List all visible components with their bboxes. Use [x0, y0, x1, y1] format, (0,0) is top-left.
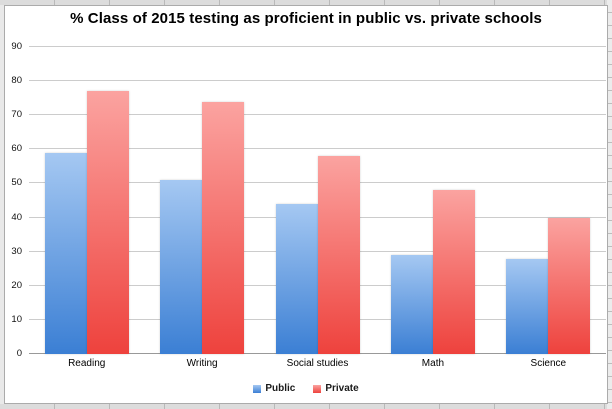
bar-public-writing[interactable] [160, 180, 203, 354]
y-tick-label: 80 [11, 75, 22, 87]
gridline [29, 148, 606, 150]
legend-swatch-private [313, 384, 322, 393]
gridline [29, 114, 606, 116]
bar-group-writing [144, 47, 259, 354]
bar-public-social-studies[interactable] [275, 203, 318, 354]
chart-area[interactable]: % Class of 2015 testing as proficient in… [4, 5, 608, 404]
bar-group-reading [29, 47, 144, 354]
bar-public-math[interactable] [390, 255, 433, 354]
legend-item-private[interactable]: Private [313, 383, 359, 394]
category-label: Reading [68, 358, 106, 369]
bar-group-science [491, 47, 606, 354]
spreadsheet-cells-bottom [0, 404, 612, 409]
legend-label: Public [265, 383, 296, 394]
bar-private-social-studies[interactable] [317, 156, 360, 354]
y-tick-label: 40 [11, 211, 22, 223]
spreadsheet-cells-top [0, 0, 612, 5]
bars-layer [29, 47, 606, 354]
legend-label: Private [325, 383, 359, 394]
bar-private-science[interactable] [548, 217, 591, 354]
gridline [29, 80, 606, 82]
y-tick-label: 10 [11, 313, 22, 325]
legend-swatch-public [253, 384, 262, 393]
y-tick-label: 30 [11, 245, 22, 257]
y-tick-label: 0 [16, 348, 22, 359]
bar-private-writing[interactable] [202, 101, 245, 354]
gridline [29, 182, 606, 184]
bar-public-reading[interactable] [44, 152, 87, 354]
legend-item-public[interactable]: Public [253, 383, 295, 394]
bar-group-social-studies [260, 47, 375, 354]
bar-public-science[interactable] [506, 258, 549, 354]
chart-title: % Class of 2015 testing as proficient in… [70, 10, 542, 27]
y-axis: 0 10 20 30 40 50 60 70 80 90 [5, 41, 25, 359]
gridline [29, 46, 606, 47]
y-tick-label: 70 [11, 109, 22, 121]
y-tick-label: 20 [11, 279, 22, 291]
category-label: Math [421, 358, 445, 369]
category-label: Social studies [286, 358, 349, 369]
y-tick-label: 90 [11, 41, 22, 52]
category-label: Science [530, 358, 567, 369]
category-label: Writing [186, 358, 218, 369]
y-tick-label: 60 [11, 143, 22, 155]
legend: Public Private [5, 383, 607, 394]
spreadsheet-cells-right [607, 0, 612, 409]
y-tick-label: 50 [11, 177, 22, 189]
bar-private-math[interactable] [432, 190, 475, 354]
bar-group-math [375, 47, 490, 354]
plot-area [29, 46, 606, 354]
bar-private-reading[interactable] [86, 91, 129, 354]
category-labels: Reading Writing Social studies Math Science [29, 358, 606, 369]
